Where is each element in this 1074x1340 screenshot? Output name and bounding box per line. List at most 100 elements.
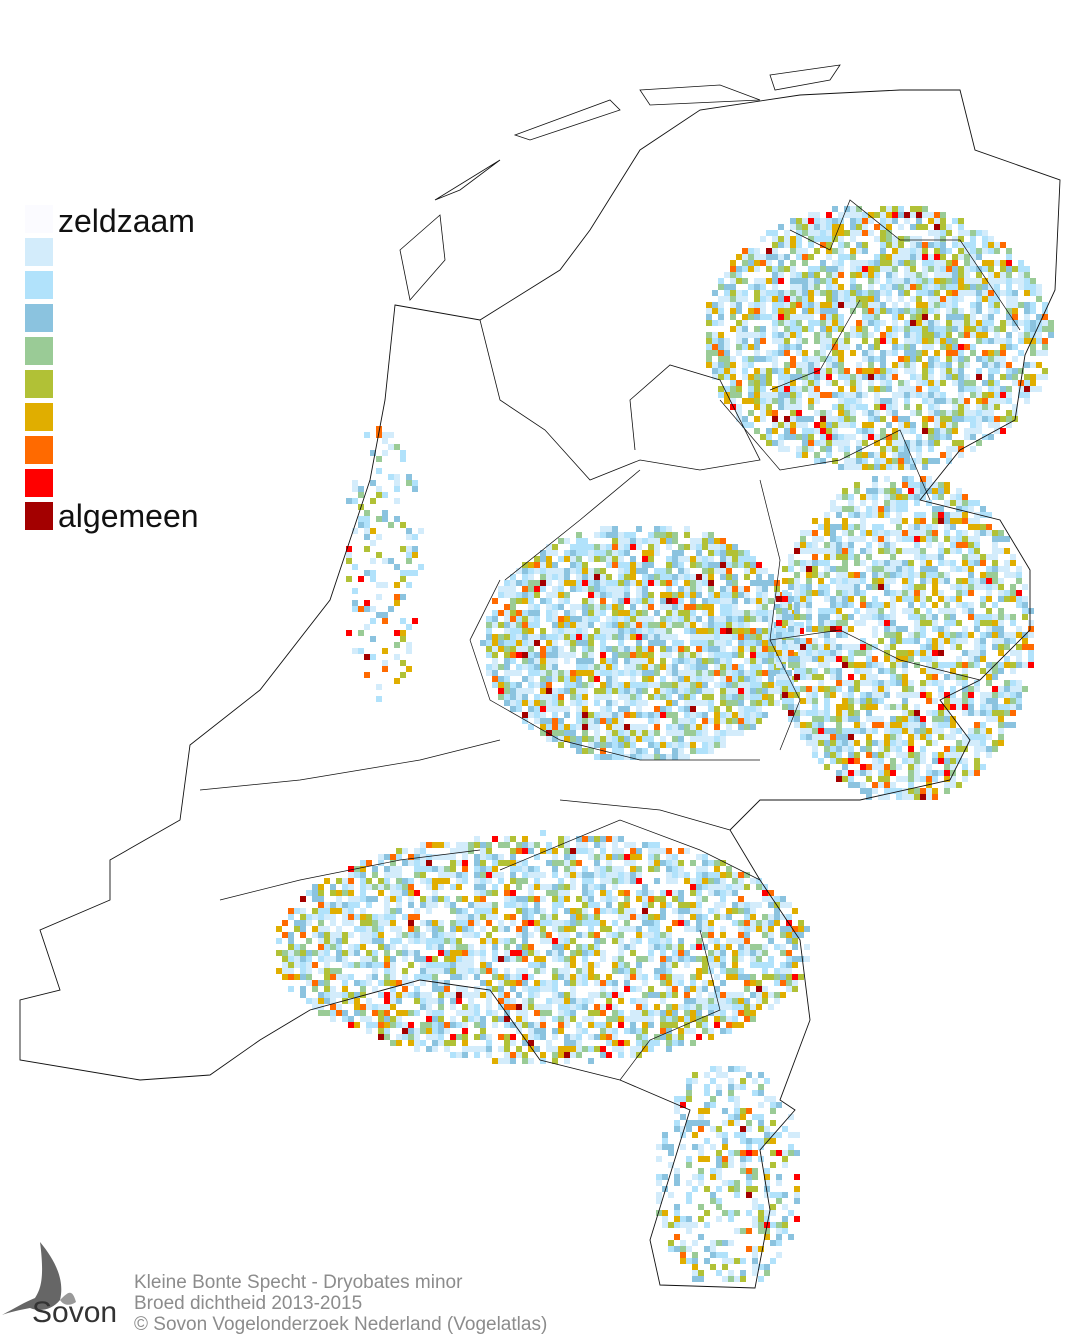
density-cell	[938, 638, 944, 644]
density-cell	[914, 734, 920, 740]
density-cell	[642, 712, 648, 718]
density-cell	[576, 628, 582, 634]
density-cell	[904, 416, 910, 422]
density-cell	[1042, 338, 1048, 344]
density-cell	[330, 986, 336, 992]
density-cell	[944, 560, 950, 566]
density-cell	[360, 992, 366, 998]
density-cell	[378, 938, 384, 944]
density-cell	[806, 572, 812, 578]
density-cell	[564, 622, 570, 628]
density-cell	[932, 662, 938, 668]
density-cell	[922, 290, 928, 296]
density-cell	[848, 746, 854, 752]
density-cell	[778, 290, 784, 296]
density-cell	[964, 398, 970, 404]
density-cell	[862, 464, 868, 470]
density-cell	[438, 872, 444, 878]
density-cell	[962, 674, 968, 680]
density-cell	[294, 950, 300, 956]
density-cell	[860, 620, 866, 626]
density-cell	[522, 562, 528, 568]
density-cell	[754, 398, 760, 404]
density-cell	[588, 670, 594, 676]
density-cell	[642, 724, 648, 730]
density-cell	[866, 788, 872, 794]
density-cell	[896, 506, 902, 512]
density-cell	[892, 368, 898, 374]
density-cell	[842, 560, 848, 566]
density-cell	[908, 650, 914, 656]
density-cell	[782, 704, 788, 710]
density-cell	[856, 266, 862, 272]
density-cell	[890, 626, 896, 632]
density-cell	[618, 748, 624, 754]
density-cell	[312, 932, 318, 938]
density-cell	[420, 992, 426, 998]
density-cell	[684, 610, 690, 616]
density-cell	[940, 338, 946, 344]
density-cell	[944, 662, 950, 668]
density-cell	[408, 920, 414, 926]
density-cell	[708, 586, 714, 592]
density-cell	[360, 878, 366, 884]
density-cell	[962, 578, 968, 584]
density-cell	[408, 896, 414, 902]
density-cell	[726, 712, 732, 718]
density-cell	[726, 664, 732, 670]
density-cell	[516, 568, 522, 574]
density-cell	[838, 248, 844, 254]
density-cell	[612, 580, 618, 586]
density-cell	[348, 914, 354, 920]
density-cell	[706, 314, 712, 320]
density-cell	[636, 526, 642, 532]
density-cell	[486, 890, 492, 896]
density-cell	[648, 658, 654, 664]
density-cell	[914, 752, 920, 758]
density-cell	[854, 668, 860, 674]
density-cell	[480, 1028, 486, 1034]
density-cell	[998, 644, 1004, 650]
density-cell	[910, 284, 916, 290]
density-cell	[920, 578, 926, 584]
density-cell	[666, 670, 672, 676]
density-cell	[950, 536, 956, 542]
density-cell	[934, 386, 940, 392]
density-cell	[666, 544, 672, 550]
density-cell	[504, 604, 510, 610]
density-cell	[898, 260, 904, 266]
density-cell	[528, 580, 534, 586]
density-cell	[690, 538, 696, 544]
density-cell	[546, 592, 552, 598]
density-cell	[784, 350, 790, 356]
density-cell	[696, 556, 702, 562]
density-cell	[842, 692, 848, 698]
density-cell	[282, 920, 288, 926]
density-cell	[922, 278, 928, 284]
density-cell	[378, 878, 384, 884]
density-cell	[844, 374, 850, 380]
density-cell	[732, 544, 738, 550]
density-cell	[606, 754, 612, 760]
density-cell	[856, 272, 862, 278]
density-cell	[348, 932, 354, 938]
density-cell	[600, 682, 606, 688]
density-cell	[426, 1016, 432, 1022]
density-cell	[908, 716, 914, 722]
density-cell	[666, 562, 672, 568]
density-cell	[726, 694, 732, 700]
density-cell	[884, 536, 890, 542]
density-cell	[702, 676, 708, 682]
density-cell	[702, 730, 708, 736]
density-cell	[474, 836, 480, 842]
density-cell	[414, 938, 420, 944]
density-cell	[330, 920, 336, 926]
density-cell	[534, 652, 540, 658]
density-cell	[982, 248, 988, 254]
density-cell	[324, 944, 330, 950]
density-cell	[618, 652, 624, 658]
density-cell	[444, 842, 450, 848]
density-cell	[934, 236, 940, 242]
density-cell	[1004, 686, 1010, 692]
density-cell	[492, 860, 498, 866]
